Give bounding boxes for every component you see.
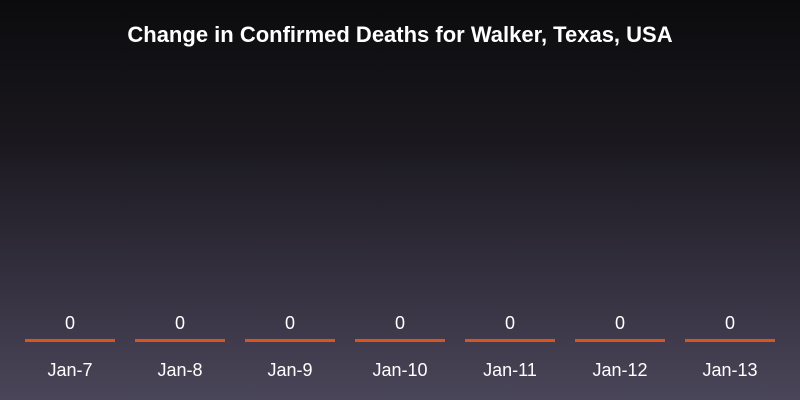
bar-Jan-11 [465,339,555,342]
bar-Jan-12 [575,339,665,342]
bar-Jan-7 [25,339,115,342]
x-tick-label: Jan-12 [592,360,647,380]
bar-Jan-8 [135,339,225,342]
data-label: 0 [65,313,75,333]
data-label: 0 [395,313,405,333]
x-tick-label: Jan-9 [267,360,312,380]
bar-Jan-13 [685,339,775,342]
data-label: 0 [615,313,625,333]
data-label: 0 [725,313,735,333]
x-tick-label: Jan-10 [372,360,427,380]
bar-Jan-10 [355,339,445,342]
x-tick-label: Jan-8 [157,360,202,380]
data-label: 0 [175,313,185,333]
x-tick-label: Jan-11 [483,360,537,380]
data-label: 0 [505,313,515,333]
data-label: 0 [285,313,295,333]
bar-Jan-9 [245,339,335,342]
x-tick-label: Jan-13 [702,360,757,380]
chart-title: Change in Confirmed Deaths for Walker, T… [127,22,673,47]
x-tick-label: Jan-7 [47,360,92,380]
